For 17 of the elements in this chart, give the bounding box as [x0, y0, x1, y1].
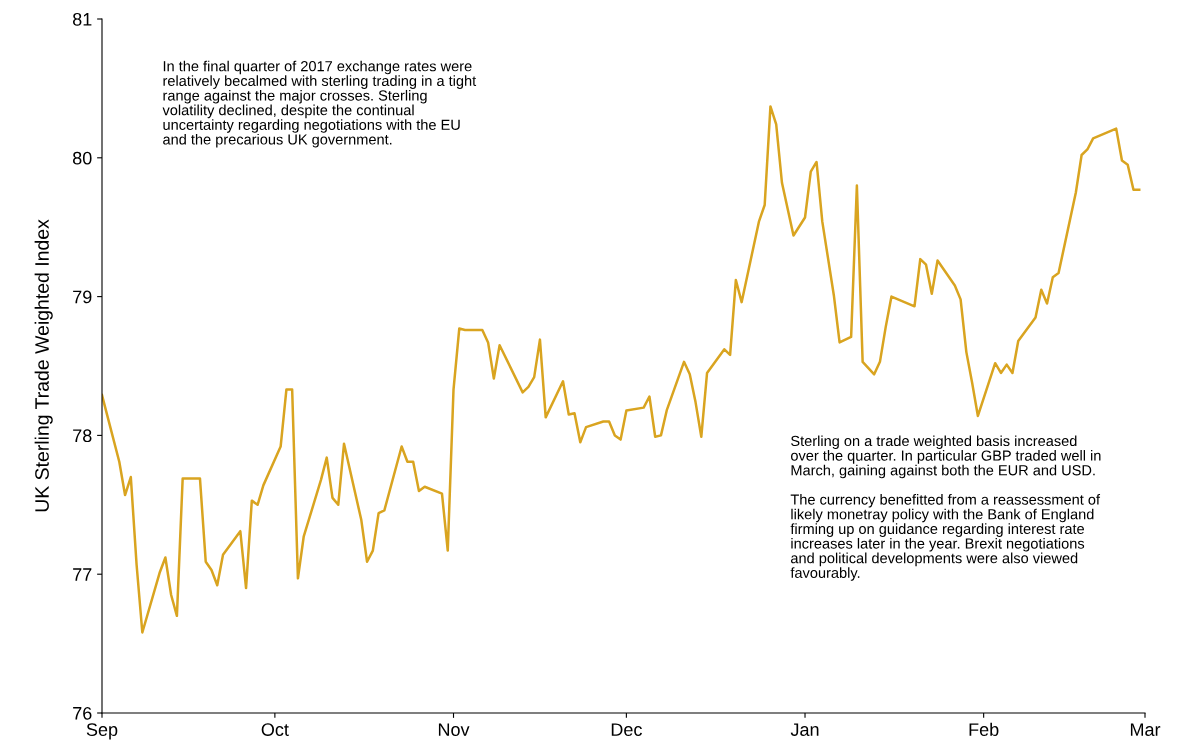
y-tick-label: 77 [73, 568, 92, 581]
y-tick-label: 80 [72, 151, 92, 165]
y-tick-label: 76 [73, 706, 92, 720]
x-tick-label: Oct [261, 723, 289, 736]
line-series [102, 105, 1141, 634]
y-axis-title: UK Sterling Trade Weighted Index [34, 219, 53, 512]
x-tick-label: Dec [611, 723, 642, 736]
x-tick-label: Sep [86, 723, 118, 740]
text: Sterling on a trade weighted basis increased over the quarter. In particular GBP traded well in March, gaining against both the EUR and USD. The currency benefitted from a reassessment of likely monetray policy with the Bank of England firming up on guidance regarding interest rate increases later in the year. Brexit negotiations and political developments were also viewed favourably. [790, 435, 1101, 581]
annotation: In the final quarter of 2017 exchange rates were relatively becalmed with sterling trading in a tight range against the major crosses. Sterling volatility declined, despite the continual uncertainty regarding negotiations with the EU and the precarious UK government. [162, 60, 477, 148]
x-tick-label: Nov [438, 723, 470, 736]
x-tick-label: Feb [969, 722, 999, 736]
y-tick-label: 81 [72, 12, 92, 26]
x-tick-label: Mar [1130, 723, 1161, 736]
x-tick-label: Jan [790, 723, 819, 736]
y-tick-label: 79 [73, 290, 92, 304]
y-tick-label: 78 [73, 429, 92, 443]
